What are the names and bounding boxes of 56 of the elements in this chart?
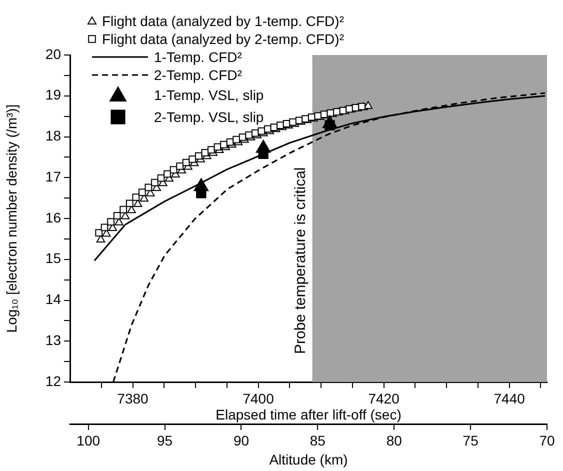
point [320,110,328,118]
point [333,108,340,116]
point [164,170,171,178]
point [201,149,209,156]
legend-label: 2-Temp. CFD² [154,66,242,84]
x2-tick-label: 95 [157,432,173,448]
y-tick-label: 13 [45,332,62,348]
x2-tick-label: 75 [462,432,479,448]
point [170,166,178,174]
legend-label: 1-Temp. VSL, slip [154,86,264,104]
point [95,229,103,236]
point [220,140,228,148]
point [151,178,158,186]
y-tick-label: 16 [45,209,62,226]
x2-axis-title: Altitude (km) [269,451,348,468]
point [126,200,134,208]
point [188,156,196,163]
point [176,162,184,170]
point [276,122,284,129]
point [314,112,322,120]
x-tick-label: 7380 [117,390,149,406]
point [208,146,215,154]
x2-tick-label: 100 [76,432,100,448]
point [302,115,310,122]
x-axis-title: Elapsed time after lift-off (sec) [216,406,402,422]
point [107,218,114,226]
legend-label: Flight data (analyzed by 1-temp. CFD)² [102,12,344,30]
point [232,136,240,144]
point [113,212,121,220]
y-tick-label: 14 [45,291,62,308]
point [120,206,128,214]
legend-label: 1-Temp. CFD² [154,48,242,66]
y-tick-label: 12 [45,372,62,389]
y-tick-label: 20 [45,46,62,62]
point [194,152,202,160]
y-axis-title: Log₁₀ [electron number density (/m³)] [3,104,20,333]
x2-tick-label: 85 [310,432,326,448]
x-tick-label: 7420 [368,390,400,406]
legend-label: Flight data (analyzed by 2-temp. CFD)² [102,30,344,48]
x2-tick-label: 80 [386,432,402,448]
x-tick-label: 7440 [494,390,526,406]
point [138,188,146,196]
y-tick-label: 19 [45,86,62,103]
y-tick-label: 15 [45,250,62,266]
x-tick-label: 7400 [242,390,274,406]
band-label: Probe temperature is critical [292,167,309,354]
y-tick-label: 17 [45,168,62,184]
point [245,131,253,139]
x2-tick-label: 70 [539,432,555,448]
point [238,133,246,141]
point [132,194,140,201]
x2-tick-label: 90 [233,432,250,448]
legend-label: 2-Temp. VSL, slip [154,108,264,126]
point [358,102,366,110]
point [251,129,259,137]
y-tick-label: 18 [45,128,62,144]
